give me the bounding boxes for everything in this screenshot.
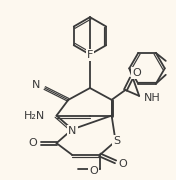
Text: O: O [118, 159, 127, 169]
Text: O: O [132, 68, 141, 78]
Text: O: O [28, 138, 37, 148]
Text: NH: NH [144, 93, 161, 103]
Text: O: O [89, 166, 98, 176]
Text: H₂N: H₂N [23, 111, 45, 121]
Text: S: S [113, 136, 120, 146]
Text: N: N [68, 126, 76, 136]
Text: F: F [87, 50, 93, 60]
Text: N: N [31, 80, 40, 90]
